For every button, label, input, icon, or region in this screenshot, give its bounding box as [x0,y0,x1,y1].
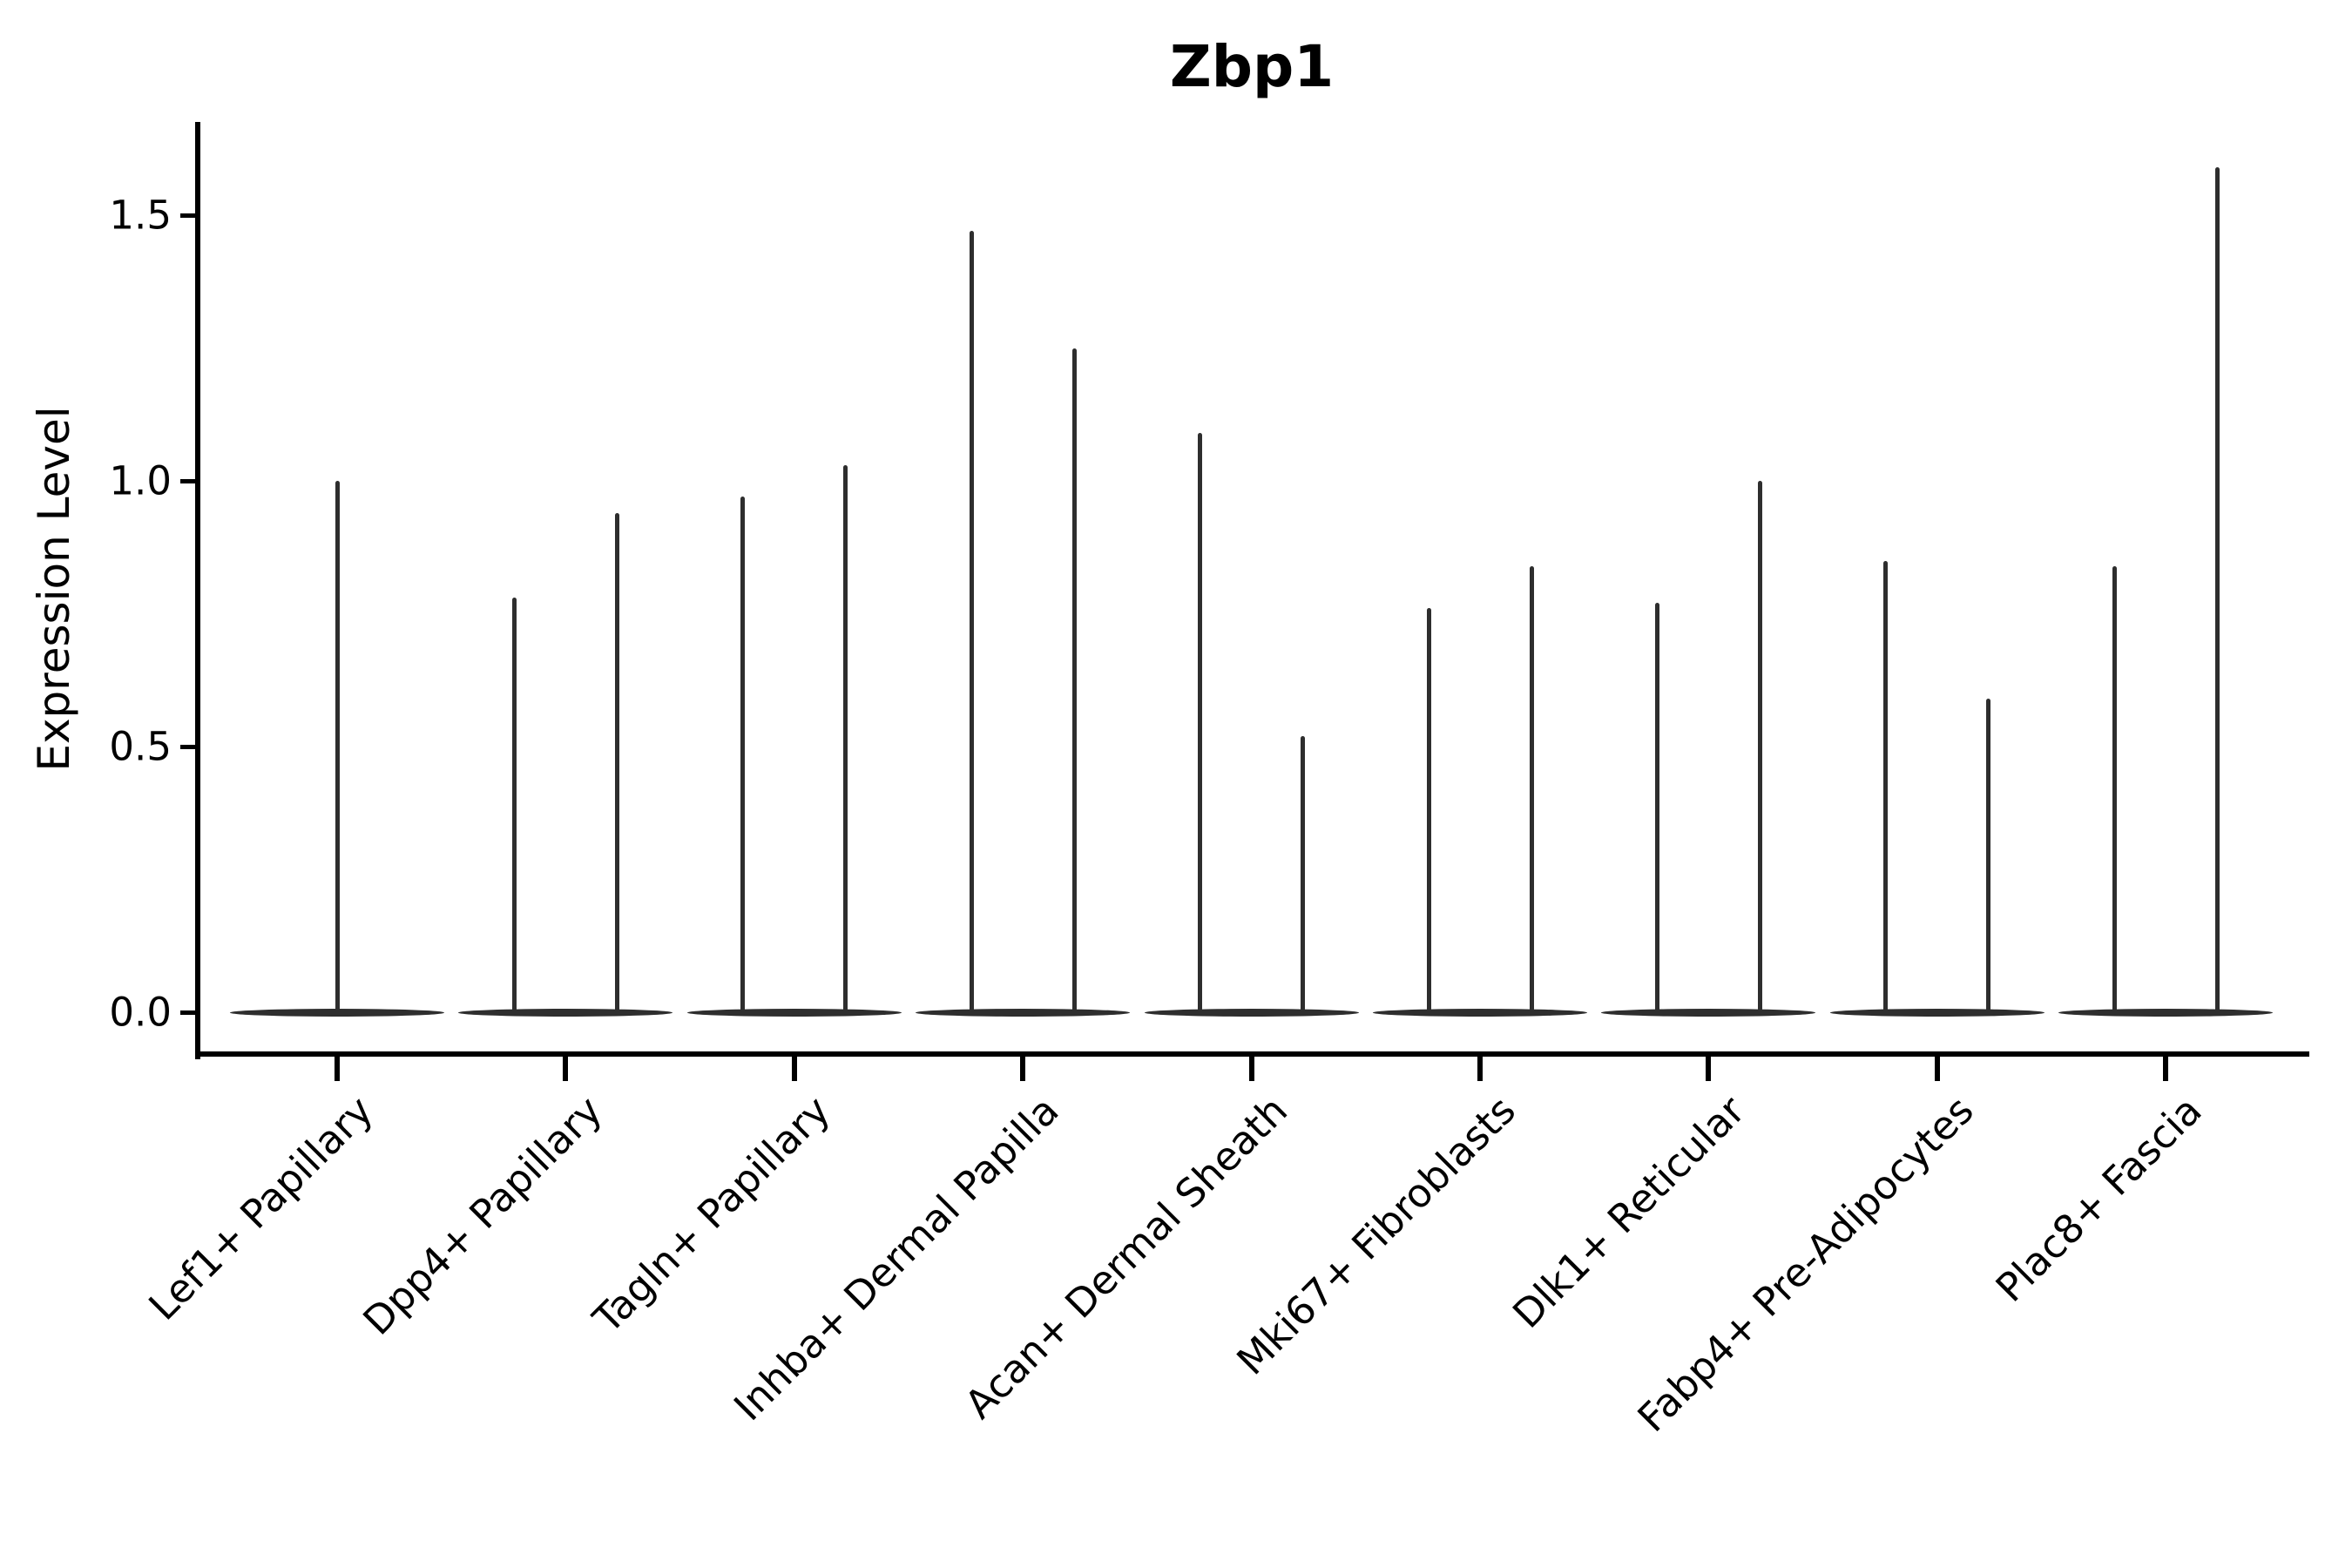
violin-spike [740,497,746,1015]
y-tick-label: 1.0 [109,457,172,504]
y-tick-mark [180,478,198,483]
violin-spike [1426,608,1431,1015]
violin-spike [1883,560,1889,1015]
violin-spike [1986,699,1991,1015]
y-tick-label: 0.0 [109,989,172,1036]
violin-spike [2112,565,2117,1015]
x-tick-label: Dpp4+ Papillary [354,1087,611,1344]
plot-title: Zbp1 [1169,33,1335,100]
y-tick-mark [180,744,198,749]
x-tick-mark [1248,1057,1254,1081]
violin-spike [843,464,848,1015]
violin-base [1144,1008,1359,1017]
violin-base [1829,1008,2044,1017]
violin-spike [1198,433,1203,1015]
violin-spike [969,231,974,1015]
x-tick-label: Tagln+ Papillary [584,1087,840,1342]
violin-spike [614,512,619,1015]
violin-base [686,1008,902,1017]
x-axis-spine [195,1051,2309,1057]
x-tick-mark [1477,1057,1483,1081]
violin-spike [1071,348,1077,1015]
violin-spike [511,598,517,1015]
violin-spike [2214,167,2220,1015]
x-tick-mark [1020,1057,1026,1081]
violin-base [1601,1008,1816,1017]
x-tick-mark [563,1057,569,1081]
y-axis-spine [195,122,200,1059]
x-tick-mark [791,1057,797,1081]
x-tick-label: Lef1+ Papillary [139,1087,382,1329]
x-tick-label: Dlk1+ Reticular [1503,1087,1754,1337]
y-tick-mark [180,1010,198,1015]
violin-spike [1301,735,1306,1015]
y-tick-mark [180,213,198,218]
violin-base [1373,1008,1587,1017]
violin-spike [1757,481,1762,1015]
violin-spike [335,481,340,1015]
violin-base [2058,1008,2274,1017]
y-axis-label: Expression Level [29,406,79,772]
y-tick-label: 0.5 [109,723,172,770]
x-tick-label: Plac8+ Fascia [1986,1087,2211,1311]
x-tick-mark [1706,1057,1712,1081]
y-tick-label: 1.5 [109,192,172,239]
violin-base [916,1008,1131,1017]
violin-spike [1654,603,1659,1015]
violin-spike [1529,565,1534,1015]
violin-base [458,1008,673,1017]
x-tick-mark [335,1057,340,1081]
x-tick-mark [1934,1057,1940,1081]
x-tick-mark [2163,1057,2169,1081]
